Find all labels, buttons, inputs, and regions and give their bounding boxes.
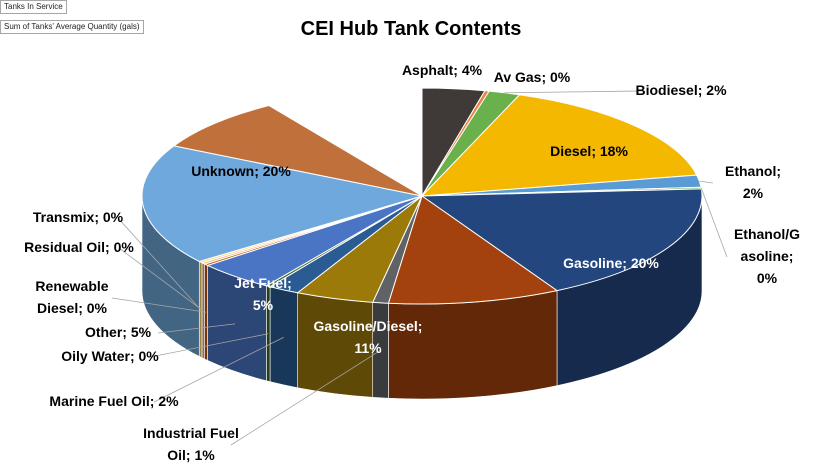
leader-line-ethanol [699, 180, 714, 184]
slice-side-residual-oil [201, 262, 205, 360]
tanks-in-service-field-button[interactable]: Tanks In Service [0, 0, 67, 14]
data-labels: Asphalt; 4% Av Gas; 0% Biodiesel; 2% Diesel… [24, 62, 800, 463]
leader-lines [111, 90, 728, 446]
leader-line-renewable-diesel [111, 297, 207, 313]
data-label-diesel: Diesel; 18% [550, 143, 628, 159]
leader-line-other [157, 323, 236, 334]
slice-crude-oil [172, 105, 423, 197]
leader-line-residual-oil [118, 247, 204, 312]
data-label-oily-water: Oily Water; 0% [61, 348, 159, 364]
leader-line-oily-water [149, 333, 269, 358]
leader-line-biodiesel [504, 90, 642, 94]
leader-line-marine-fuel-oil [153, 337, 284, 403]
data-label-unknown: Unknown; 20% [191, 163, 291, 179]
chart-title: CEI Hub Tank Contents [301, 18, 522, 40]
sum-avg-quantity-field-button[interactable]: Sum of Tanks' Average Quantity (gals) [0, 20, 144, 34]
data-label-crude-oil: Crude Oil; 9% [322, 104, 414, 120]
data-label-other: Other; 5% [85, 324, 152, 340]
slice-diesel [420, 94, 698, 197]
data-label-residual-oil: Residual Oil; 0% [24, 239, 134, 255]
slice-side-gasoline-diesel [388, 290, 558, 400]
data-label-industrial-fuel-oil: Industrial Fuel Oil; 1% [143, 425, 239, 463]
data-label-gasoline: Gasoline; 20% [563, 255, 659, 271]
slice-side-marine-fuel-oil [269, 286, 298, 389]
leader-line-industrial-fuel-oil [230, 349, 381, 446]
data-label-ethanol-gasoline: Ethanol/G asoline; 0% [734, 226, 800, 286]
slice-gasoline [420, 188, 703, 292]
data-label-marine-fuel-oil: Marine Fuel Oil; 2% [49, 393, 179, 409]
slice-gasoline-diesel [387, 195, 559, 305]
data-label-biodiesel: Biodiesel; 2% [635, 82, 727, 98]
pie-sides [141, 195, 703, 400]
data-label-transmix: Transmix; 0% [33, 209, 124, 225]
data-label-ethanol: Ethanol; 2% [725, 163, 781, 201]
pie-tops [141, 87, 703, 305]
data-label-gasoline-diesel: Gasoline/Diesel; 11% [314, 318, 423, 356]
leader-line-transmix [117, 217, 201, 310]
leader-line-ethanol-gasoline [700, 187, 728, 258]
slice-unknown [141, 145, 423, 262]
data-label-av-gas: Av Gas; 0% [494, 69, 571, 85]
data-label-asphalt: Asphalt; 4% [402, 62, 483, 78]
data-label-renewable-diesel: Renewable Diesel; 0% [35, 278, 108, 316]
data-label-jet-fuel: Jet Fuel; 5% [234, 275, 292, 313]
